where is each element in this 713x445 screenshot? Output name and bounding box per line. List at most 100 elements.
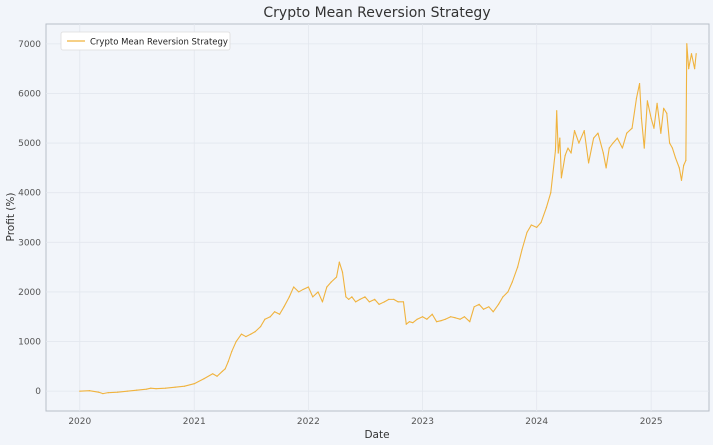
- series-point: [317, 291, 319, 293]
- series-point: [97, 391, 100, 393]
- series-point: [694, 68, 696, 70]
- series-point: [536, 226, 538, 229]
- series-point: [250, 333, 252, 335]
- series-point: [640, 117, 643, 119]
- series-point: [402, 301, 405, 303]
- x-tick-label: 2022: [297, 417, 320, 427]
- series-point: [164, 387, 167, 389]
- series-point: [364, 296, 366, 298]
- series-point: [174, 386, 176, 388]
- series-point: [556, 110, 558, 112]
- series-point: [671, 147, 674, 149]
- series-point: [216, 375, 218, 377]
- series-point: [690, 53, 693, 55]
- series-point: [393, 298, 395, 300]
- series-point: [274, 311, 276, 313]
- y-tick-label: 5000: [18, 139, 41, 149]
- series-point: [378, 303, 380, 305]
- series-point: [203, 378, 205, 380]
- series-point: [678, 167, 680, 169]
- series-point: [564, 154, 566, 157]
- legend: Crypto Mean Reversion Strategy: [60, 31, 231, 51]
- series-point: [126, 390, 128, 392]
- series-point: [416, 318, 418, 320]
- y-tick-label: 1000: [18, 338, 41, 348]
- series-point: [626, 132, 628, 134]
- series-point: [473, 306, 475, 308]
- series-point: [412, 322, 414, 324]
- series-point: [570, 152, 572, 154]
- series-point: [348, 298, 350, 300]
- y-tick-label: 4000: [18, 189, 41, 199]
- series-point: [695, 53, 697, 55]
- series-point: [680, 179, 683, 181]
- series-point: [298, 291, 300, 293]
- series-point: [686, 43, 688, 45]
- series-point: [653, 127, 655, 129]
- y-tick-label: 2000: [18, 288, 41, 298]
- series-point: [683, 164, 685, 166]
- series-point: [646, 100, 648, 102]
- x-tick-label: 2020: [68, 417, 91, 427]
- series-point: [193, 383, 195, 385]
- series-point: [388, 298, 390, 300]
- series-point: [155, 388, 157, 390]
- series-point: [454, 317, 456, 319]
- series-point: [660, 132, 662, 134]
- y-tick-label: 6000: [18, 89, 41, 99]
- series-point: [408, 321, 410, 323]
- series-point: [511, 281, 513, 283]
- series-point: [688, 68, 690, 70]
- series-point: [530, 224, 532, 226]
- series-point: [338, 261, 340, 263]
- series-point: [666, 112, 668, 114]
- series-point: [643, 147, 645, 149]
- series-point: [488, 306, 490, 308]
- series-point: [279, 313, 281, 315]
- series-point: [345, 296, 347, 298]
- series-point: [212, 373, 214, 375]
- series-point: [550, 192, 552, 194]
- series-point: [526, 231, 528, 233]
- series-point: [593, 137, 595, 139]
- series-point: [221, 370, 223, 372]
- x-tick-label: 2023: [411, 417, 434, 427]
- series-point: [302, 288, 304, 291]
- series-point: [450, 316, 452, 318]
- series-point: [368, 301, 370, 303]
- series-point: [635, 97, 638, 100]
- series-point: [431, 313, 433, 315]
- x-axis-label: Date: [364, 429, 389, 441]
- series-point: [326, 286, 328, 288]
- series-point: [102, 393, 104, 395]
- series-point: [321, 301, 324, 303]
- series-point: [521, 249, 523, 251]
- series-point: [383, 301, 385, 303]
- series-point: [240, 333, 243, 335]
- series-point: [224, 368, 226, 370]
- series-point: [355, 301, 357, 303]
- series-point: [330, 281, 332, 283]
- series-point: [573, 130, 576, 132]
- series-point: [227, 360, 229, 362]
- series-point: [685, 159, 687, 162]
- series-point: [312, 296, 314, 298]
- series-point: [567, 147, 569, 149]
- y-tick-label: 7000: [18, 40, 41, 50]
- series-point: [293, 286, 295, 288]
- series-point: [421, 316, 424, 318]
- series-point: [259, 326, 262, 328]
- series-point: [351, 296, 353, 298]
- series-point: [440, 320, 442, 322]
- series-point: [621, 147, 623, 149]
- series-point: [150, 387, 152, 389]
- series-point: [650, 117, 652, 119]
- series-point: [183, 385, 186, 387]
- legend-box: [60, 31, 231, 51]
- series-point: [426, 318, 428, 320]
- x-tick-label: 2024: [525, 417, 548, 427]
- series-point: [136, 389, 138, 391]
- series-point: [492, 311, 494, 313]
- series-point: [288, 296, 290, 298]
- series-point: [674, 157, 677, 159]
